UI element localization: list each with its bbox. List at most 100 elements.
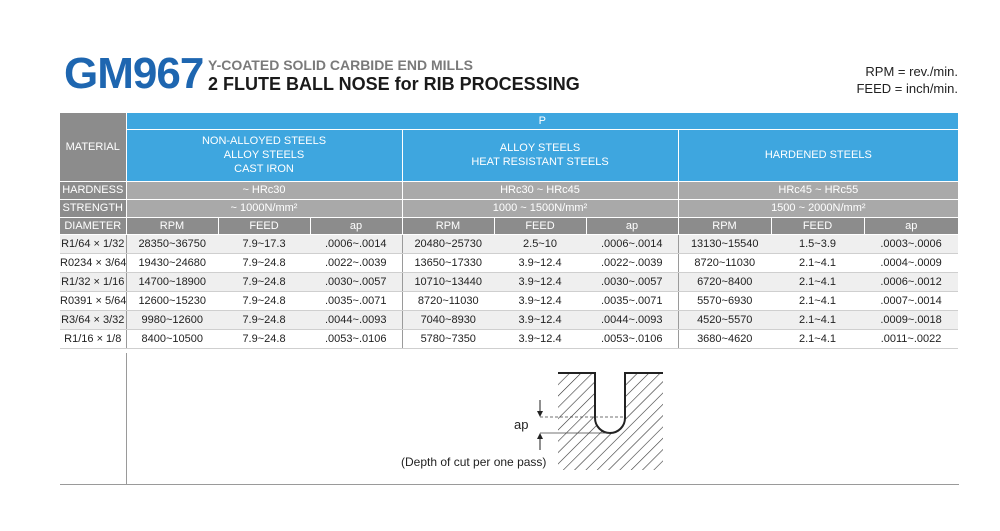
diameter-cell: R1/32 × 1/16 (60, 272, 127, 292)
data-cell: 2.1~4.1 (771, 272, 864, 292)
units-feed: FEED = inch/min. (856, 81, 958, 96)
cutting-conditions-table: MATERIAL P NON-ALLOYED STEELS ALLOY STEE… (60, 113, 959, 349)
table-footer-left (60, 353, 126, 485)
data-cell: .0053~.0106 (586, 329, 679, 349)
strength-group-1: ~ 1000N/mm² (126, 199, 403, 218)
data-cell: 20480~25730 (402, 234, 494, 254)
material-group-2-line: HEAT RESISTANT STEELS (471, 156, 609, 168)
data-cell: 7.9~24.8 (218, 291, 310, 311)
data-cell: 8400~10500 (126, 329, 218, 349)
data-cell: 7040~8930 (402, 310, 494, 330)
data-cell: 3.9~12.4 (494, 291, 586, 311)
data-cell: 7.9~24.8 (218, 253, 310, 273)
data-cell: 4520~5570 (678, 310, 771, 330)
data-cell: .0053~.0106 (310, 329, 403, 349)
data-cell: 28350~36750 (126, 234, 218, 254)
strength-label: STRENGTH (60, 199, 127, 218)
data-cell: .0004~.0009 (864, 253, 959, 273)
data-cell: 19430~24680 (126, 253, 218, 273)
data-cell: 3.9~12.4 (494, 329, 586, 349)
data-cell: 10710~13440 (402, 272, 494, 292)
diameter-cell: R0234 × 3/64 (60, 253, 127, 273)
data-cell: .0011~.0022 (864, 329, 959, 349)
table-row: R3/64 × 3/32 9980~12600 7.9~24.8 .0044~.… (60, 310, 959, 330)
col-feed: FEED (218, 217, 311, 235)
table-row: R0234 × 3/64 19430~24680 7.9~24.8 .0022~… (60, 253, 959, 273)
product-subtitle: Y-COATED SOLID CARBIDE END MILLS (208, 57, 473, 73)
hardness-group-3: HRc45 ~ HRc55 (678, 181, 959, 200)
hardness-group-2: HRc30 ~ HRc45 (402, 181, 679, 200)
col-ap: ap (864, 217, 959, 235)
data-cell: 13130~15540 (678, 234, 771, 254)
data-cell: .0006~.0014 (310, 234, 403, 254)
ap-label: ap (514, 417, 529, 432)
material-group-3: HARDENED STEELS (678, 129, 959, 182)
material-group-1-line: NON-ALLOYED STEELS (201, 135, 327, 147)
data-cell: .0006~.0012 (864, 272, 959, 292)
col-rpm: RPM (126, 217, 219, 235)
col-feed: FEED (494, 217, 587, 235)
col-rpm: RPM (678, 217, 772, 235)
hardness-group-1: ~ HRc30 (126, 181, 403, 200)
data-cell: .0030~.0057 (586, 272, 679, 292)
data-cell: .0022~.0039 (586, 253, 679, 273)
data-cell: 3680~4620 (678, 329, 771, 349)
data-cell: .0035~.0071 (586, 291, 679, 311)
data-cell: .0022~.0039 (310, 253, 403, 273)
data-cell: .0006~.0014 (586, 234, 679, 254)
data-cell: 2.1~4.1 (771, 329, 864, 349)
data-cell: 3.9~12.4 (494, 272, 586, 292)
data-cell: 2.1~4.1 (771, 291, 864, 311)
diameter-label: DIAMETER (60, 217, 127, 235)
diameter-cell: R1/16 × 1/8 (60, 329, 127, 349)
data-cell: 13650~17330 (402, 253, 494, 273)
units-rpm: RPM = rev./min. (865, 64, 958, 79)
material-group-1-line: ALLOY STEELS (223, 149, 305, 161)
workpiece-shape (558, 372, 663, 470)
diameter-cell: R1/64 × 1/32 (60, 234, 127, 254)
product-model: GM967 (64, 49, 204, 98)
table-row: R1/64 × 1/32 28350~36750 7.9~17.3 .0006~… (60, 234, 959, 254)
data-cell: .0030~.0057 (310, 272, 403, 292)
product-title: 2 FLUTE BALL NOSE for RIB PROCESSING (208, 74, 580, 94)
data-cell: 8720~11030 (678, 253, 771, 273)
material-header: MATERIAL (60, 113, 127, 182)
material-group-2-line: ALLOY STEELS (499, 142, 581, 154)
col-feed: FEED (771, 217, 865, 235)
table-row: R1/16 × 1/8 8400~10500 7.9~24.8 .0053~.0… (60, 329, 959, 349)
data-cell: 7.9~17.3 (218, 234, 310, 254)
data-cell: 7.9~24.8 (218, 329, 310, 349)
data-cell: 3.9~12.4 (494, 310, 586, 330)
data-cell: 9980~12600 (126, 310, 218, 330)
data-cell: 7.9~24.8 (218, 272, 310, 292)
diameter-cell: R0391 × 5/64 (60, 291, 127, 311)
data-cell: 2.1~4.1 (771, 310, 864, 330)
table-row: R0391 × 5/64 12600~15230 7.9~24.8 .0035~… (60, 291, 959, 311)
data-cell: 5570~6930 (678, 291, 771, 311)
data-cell: 7.9~24.8 (218, 310, 310, 330)
iso-group-header: P (126, 113, 959, 130)
strength-group-2: 1000 ~ 1500N/mm² (402, 199, 679, 218)
data-cell: 2.5~10 (494, 234, 586, 254)
data-cell: 12600~15230 (126, 291, 218, 311)
diameter-cell: R3/64 × 3/32 (60, 310, 127, 330)
data-cell: .0044~.0093 (310, 310, 403, 330)
units-legend: RPM = rev./min. FEED = inch/min. (856, 63, 958, 97)
data-cell: 2.1~4.1 (771, 253, 864, 273)
data-cell: .0044~.0093 (586, 310, 679, 330)
data-cell: 8720~11030 (402, 291, 494, 311)
table-row: R1/32 × 1/16 14700~18900 7.9~24.8 .0030~… (60, 272, 959, 292)
material-group-1: NON-ALLOYED STEELS ALLOY STEELS CAST IRO… (126, 129, 403, 182)
col-rpm: RPM (402, 217, 495, 235)
diagram-caption: (Depth of cut per one pass) (401, 455, 547, 469)
data-cell: 14700~18900 (126, 272, 218, 292)
diagram-panel (126, 353, 959, 485)
strength-group-3: 1500 ~ 2000N/mm² (678, 199, 959, 218)
data-cell: .0003~.0006 (864, 234, 959, 254)
material-group-2: ALLOY STEELS HEAT RESISTANT STEELS (402, 129, 679, 182)
ap-arrowhead-top (537, 411, 543, 417)
data-cell: .0009~.0018 (864, 310, 959, 330)
data-cell: 1.5~3.9 (771, 234, 864, 254)
material-group-3-line: HARDENED STEELS (764, 149, 872, 161)
data-cell: .0007~.0014 (864, 291, 959, 311)
